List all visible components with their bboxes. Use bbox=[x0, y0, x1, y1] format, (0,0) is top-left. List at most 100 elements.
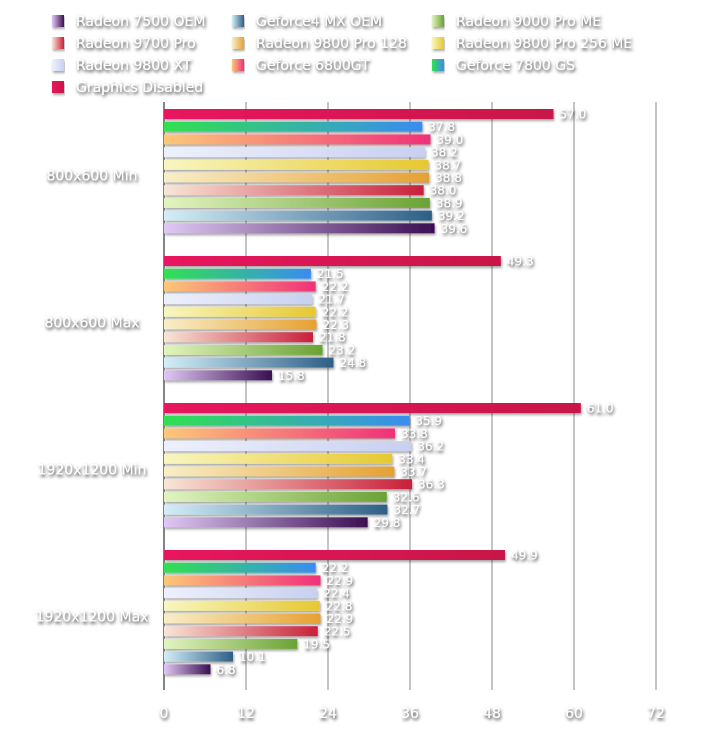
data-label: 57.0 bbox=[560, 108, 587, 122]
legend-label: Geforce4 MX OEM bbox=[256, 14, 382, 30]
legend-swatch bbox=[232, 15, 244, 27]
data-label: 39.2 bbox=[438, 209, 465, 223]
data-label: 22.2 bbox=[322, 305, 349, 319]
data-label: 38.9 bbox=[436, 196, 463, 210]
legend-swatch bbox=[432, 59, 444, 71]
legend-label: Radeon 9800 Pro 256 ME bbox=[456, 36, 632, 52]
data-label: 22.2 bbox=[322, 280, 349, 294]
x-tick-label: 48 bbox=[483, 706, 501, 722]
legend-item-radeon-9800-pro-128: Radeon 9800 Pro 128 bbox=[232, 36, 407, 52]
data-label: 22.5 bbox=[324, 625, 351, 639]
category-label: 1920x1200 Max bbox=[36, 610, 149, 626]
x-axis: 0 12 24 36 48 60 72 bbox=[160, 706, 665, 722]
data-label: 61.0 bbox=[587, 402, 614, 416]
data-label: 10.1 bbox=[239, 650, 266, 664]
data-label: 33.8 bbox=[401, 427, 428, 441]
bar-800x600-max-graphics-disabled bbox=[164, 256, 501, 266]
data-label: 35.9 bbox=[415, 414, 442, 428]
bar-800x600-min-radeon-9800-xt bbox=[164, 147, 426, 158]
legend-label: Radeon 9800 XT bbox=[76, 58, 192, 74]
data-label: 49.9 bbox=[511, 549, 538, 563]
bar-1920x1200-max-radeon-9800-pro-256-me bbox=[164, 600, 320, 611]
data-label: 19.5 bbox=[303, 637, 330, 651]
data-label: 15.8 bbox=[278, 369, 305, 383]
bar-800x600-min-geforce4-mx-oem bbox=[164, 210, 432, 221]
data-label: 36.2 bbox=[417, 440, 444, 454]
legend-swatch bbox=[52, 81, 64, 93]
data-label: 21.7 bbox=[318, 293, 345, 307]
bar-800x600-max-geforce-7800-gs bbox=[164, 268, 311, 279]
legend-label: Radeon 9000 Pro ME bbox=[456, 14, 601, 30]
bar-800x600-min-radeon-7500-oem bbox=[164, 223, 435, 234]
legend: Radeon 7500 OEM Geforce4 MX OEM Radeon 900… bbox=[52, 14, 632, 96]
category-label: 800x600 Min bbox=[46, 169, 137, 185]
bar-800x600-min-radeon-9000-pro-me bbox=[164, 197, 430, 208]
bar-800x600-max-radeon-9700-pro bbox=[164, 332, 313, 343]
data-label: 22.4 bbox=[323, 587, 350, 601]
legend-item-radeon-9700-pro: Radeon 9700 Pro bbox=[52, 36, 196, 52]
bar-1920x1200-max-geforce-7800-gs bbox=[164, 562, 316, 573]
data-label: 32.7 bbox=[393, 503, 420, 517]
bar-1920x1200-min-radeon-9800-xt bbox=[164, 441, 412, 452]
bar-1920x1200-min-geforce-7800-gs bbox=[164, 415, 410, 426]
data-label: 21.5 bbox=[317, 267, 344, 281]
bar-1920x1200-min-graphics-disabled bbox=[164, 403, 581, 413]
data-label: 37.8 bbox=[428, 120, 455, 134]
legend-swatch bbox=[432, 37, 444, 49]
legend-swatch bbox=[52, 37, 64, 49]
data-label: 22.8 bbox=[326, 599, 353, 613]
data-label: 22.3 bbox=[322, 318, 349, 332]
data-label: 38.8 bbox=[435, 171, 462, 185]
data-label: 39.0 bbox=[437, 133, 464, 147]
data-label: 32.6 bbox=[393, 490, 420, 504]
bar-1920x1200-max-radeon-9000-pro-me bbox=[164, 638, 298, 649]
x-tick-label: 60 bbox=[565, 706, 583, 722]
data-label: 22.9 bbox=[326, 612, 353, 626]
bar-1920x1200-max-radeon-7500-oem bbox=[164, 664, 211, 675]
x-tick-label: 0 bbox=[160, 706, 169, 722]
data-label: 38.7 bbox=[434, 158, 461, 172]
data-label: 39.6 bbox=[441, 222, 468, 236]
legend-label: Radeon 7500 OEM bbox=[76, 14, 205, 30]
bar-1920x1200-min-radeon-9800-pro-128 bbox=[164, 466, 395, 477]
bar-1920x1200-max-radeon-9800-xt bbox=[164, 588, 318, 599]
legend-item-graphics-disabled: Graphics Disabled bbox=[52, 80, 203, 96]
bar-1920x1200-min-radeon-7500-oem bbox=[164, 517, 368, 528]
legend-label: Radeon 9700 Pro bbox=[76, 36, 196, 52]
data-label: 22.2 bbox=[322, 561, 349, 575]
bar-1920x1200-max-radeon-9700-pro bbox=[164, 626, 318, 637]
category-label: 1920x1200 Min bbox=[38, 463, 147, 479]
legend-label: Graphics Disabled bbox=[76, 80, 203, 96]
bar-800x600-min-radeon-9800-pro-256-me bbox=[164, 159, 429, 170]
bar-1920x1200-max-radeon-9800-pro-128 bbox=[164, 613, 321, 624]
bar-800x600-max-geforce-6800gt bbox=[164, 281, 316, 292]
data-label: 38.0 bbox=[430, 184, 457, 198]
data-label: 29.8 bbox=[374, 516, 401, 530]
legend-label: Geforce 6800GT bbox=[256, 58, 370, 74]
x-tick-label: 24 bbox=[319, 706, 337, 722]
bar-800x600-max-radeon-9800-pro-128 bbox=[164, 319, 317, 330]
bars: 57.0 37.839.038.238.738.838.038.939.239.6… bbox=[164, 108, 614, 677]
legend-item-geforce-7800-gs: Geforce 7800 GS bbox=[432, 58, 575, 74]
bar-800x600-min-radeon-9700-pro bbox=[164, 185, 424, 196]
bar-1920x1200-max-geforce4-mx-oem bbox=[164, 651, 234, 662]
data-label: 38.2 bbox=[431, 146, 458, 160]
data-label: 22.9 bbox=[326, 574, 353, 588]
bar-800x600-min-geforce-7800-gs bbox=[164, 121, 423, 132]
bar-1920x1200-min-geforce4-mx-oem bbox=[164, 504, 388, 515]
x-tick-label: 72 bbox=[647, 706, 665, 722]
legend-swatch bbox=[52, 59, 64, 71]
data-label: 6.8 bbox=[216, 663, 235, 677]
legend-item-radeon-9800-pro-256-me: Radeon 9800 Pro 256 ME bbox=[432, 36, 632, 52]
bar-800x600-max-radeon-9800-xt bbox=[164, 294, 313, 305]
legend-item-radeon-7500-oem: Radeon 7500 OEM bbox=[52, 14, 205, 30]
legend-label: Geforce 7800 GS bbox=[456, 58, 575, 74]
data-label: 21.8 bbox=[319, 331, 346, 345]
bar-800x600-max-geforce4-mx-oem bbox=[164, 357, 334, 368]
bar-800x600-max-radeon-7500-oem bbox=[164, 370, 272, 381]
x-tick-label: 36 bbox=[401, 706, 419, 722]
data-label: 23.2 bbox=[329, 343, 356, 357]
bar-800x600-max-radeon-9800-pro-256-me bbox=[164, 306, 316, 317]
data-label: 49.3 bbox=[507, 255, 534, 269]
bar-800x600-min-geforce-6800gt bbox=[164, 134, 431, 145]
